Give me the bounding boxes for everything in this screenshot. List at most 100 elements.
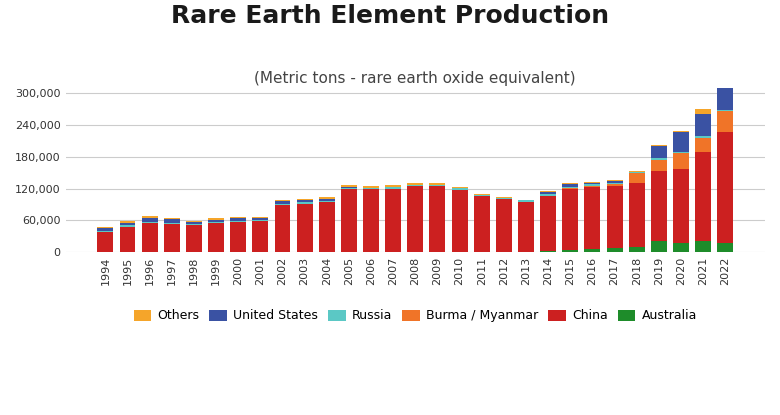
Bar xyxy=(607,184,622,186)
Bar xyxy=(629,171,644,172)
Bar xyxy=(230,221,246,222)
Bar xyxy=(430,185,445,186)
Bar xyxy=(430,186,445,252)
Bar xyxy=(584,187,601,249)
Bar xyxy=(473,195,490,196)
Bar xyxy=(651,158,667,160)
Bar xyxy=(718,132,733,243)
Bar xyxy=(296,202,313,203)
Bar xyxy=(651,145,667,146)
Bar xyxy=(119,221,136,223)
Bar xyxy=(407,183,424,185)
Bar xyxy=(541,195,556,251)
Bar xyxy=(253,218,268,220)
Bar xyxy=(607,248,622,252)
Bar xyxy=(208,223,224,252)
Text: Rare Earth Element Production: Rare Earth Element Production xyxy=(171,4,609,28)
Bar xyxy=(363,186,379,188)
Bar xyxy=(98,232,113,252)
Bar xyxy=(607,183,622,184)
Bar xyxy=(562,183,578,185)
Bar xyxy=(275,200,290,201)
Bar xyxy=(363,189,379,252)
Bar xyxy=(695,109,711,114)
Bar xyxy=(253,217,268,218)
Bar xyxy=(253,220,268,221)
Bar xyxy=(208,220,224,222)
Bar xyxy=(651,171,667,241)
Bar xyxy=(518,200,534,202)
Bar xyxy=(341,189,357,252)
Bar xyxy=(584,185,601,186)
Bar xyxy=(629,183,644,247)
Bar xyxy=(230,217,246,218)
Bar xyxy=(562,187,578,188)
Bar xyxy=(718,110,733,112)
Bar xyxy=(341,188,357,189)
Bar xyxy=(673,243,689,252)
Bar xyxy=(541,191,556,192)
Bar xyxy=(496,199,512,252)
Bar xyxy=(208,218,224,220)
Bar xyxy=(718,243,733,252)
Bar xyxy=(541,192,556,194)
Bar xyxy=(673,153,689,169)
Bar xyxy=(142,218,158,222)
Bar xyxy=(319,202,335,252)
Title: (Metric tons - rare earth oxide equivalent): (Metric tons - rare earth oxide equivale… xyxy=(254,71,576,85)
Bar xyxy=(430,183,445,185)
Bar xyxy=(142,216,158,218)
Bar xyxy=(319,200,335,202)
Bar xyxy=(651,160,667,171)
Bar xyxy=(296,200,313,202)
Bar xyxy=(230,218,246,221)
Bar xyxy=(673,131,689,132)
Bar xyxy=(607,180,622,181)
Bar xyxy=(718,112,733,132)
Bar xyxy=(319,198,335,200)
Bar xyxy=(562,249,578,252)
Bar xyxy=(164,219,179,223)
Bar xyxy=(119,227,136,252)
Bar xyxy=(119,223,136,225)
Bar xyxy=(142,223,158,252)
Bar xyxy=(164,223,179,224)
Bar xyxy=(607,186,622,248)
Bar xyxy=(562,189,578,249)
Bar xyxy=(496,198,512,199)
Bar xyxy=(584,186,601,187)
Bar xyxy=(275,205,290,252)
Bar xyxy=(607,181,622,183)
Bar xyxy=(186,225,202,252)
Bar xyxy=(186,221,202,222)
Bar xyxy=(142,222,158,223)
Bar xyxy=(452,188,467,190)
Bar xyxy=(496,197,512,198)
Bar xyxy=(695,151,711,241)
Bar xyxy=(651,241,667,252)
Bar xyxy=(385,189,401,252)
Bar xyxy=(584,182,601,183)
Bar xyxy=(518,202,534,252)
Bar xyxy=(275,201,290,204)
Bar xyxy=(695,114,711,137)
Bar xyxy=(98,228,113,231)
Bar xyxy=(119,225,136,227)
Bar xyxy=(452,190,467,252)
Bar xyxy=(473,196,490,252)
Bar xyxy=(541,194,556,195)
Bar xyxy=(407,185,424,186)
Bar xyxy=(673,169,689,243)
Bar xyxy=(341,187,357,188)
Bar xyxy=(695,241,711,252)
Bar xyxy=(319,197,335,198)
Bar xyxy=(629,247,644,252)
Bar xyxy=(562,188,578,189)
Legend: Others, United States, Russia, Burma / Myanmar, China, Australia: Others, United States, Russia, Burma / M… xyxy=(129,305,702,327)
Bar xyxy=(385,185,401,188)
Bar xyxy=(253,221,268,252)
Bar xyxy=(695,138,711,151)
Bar xyxy=(629,172,644,173)
Bar xyxy=(164,224,179,252)
Bar xyxy=(296,199,313,200)
